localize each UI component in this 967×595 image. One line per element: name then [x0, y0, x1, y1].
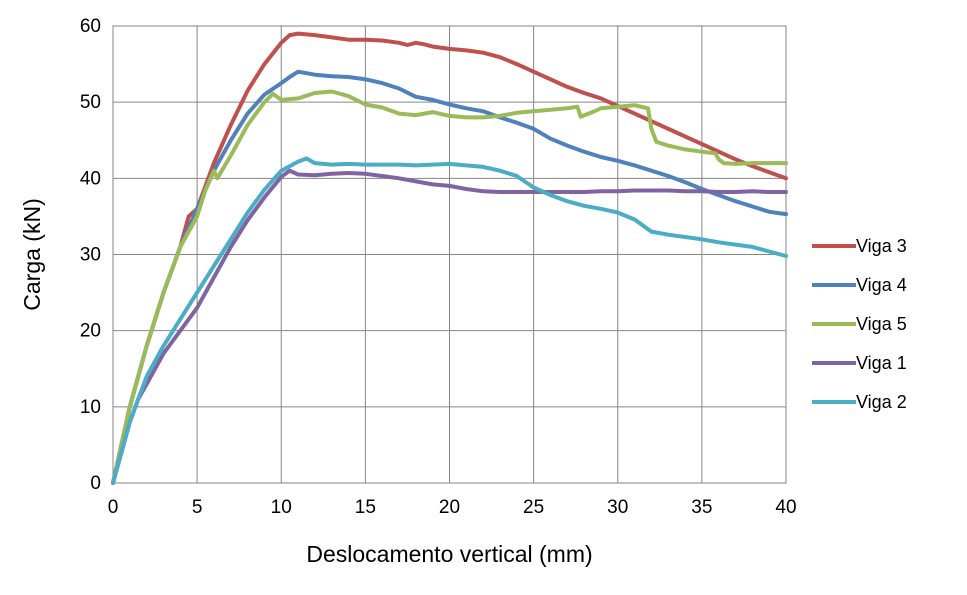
- x-tick-label: 35: [691, 497, 712, 518]
- legend-label-viga-2: Viga 2: [856, 392, 907, 412]
- x-tick-label: 40: [775, 497, 796, 518]
- y-tick-label: 40: [80, 168, 101, 189]
- series-line-viga-2: [111, 156, 788, 485]
- legend-label-viga-4: Viga 4: [856, 275, 907, 295]
- x-tick-label: 30: [607, 497, 628, 518]
- x-tick-label: 20: [439, 497, 460, 518]
- series-line-viga-5: [111, 89, 788, 485]
- y-tick-label: 20: [80, 321, 101, 342]
- y-tick-label: 50: [80, 92, 101, 113]
- y-tick-label: 0: [90, 473, 101, 494]
- series-lines: [111, 31, 788, 485]
- x-tick-label: 10: [271, 497, 292, 518]
- y-axis-title: Carga (kN): [19, 198, 45, 310]
- x-tick-label: 25: [523, 497, 544, 518]
- legend-label-viga-3: Viga 3: [856, 236, 907, 256]
- series-line-viga-1: [111, 168, 788, 485]
- y-tick-label: 30: [80, 245, 101, 266]
- legend-label-viga-1: Viga 1: [856, 353, 907, 373]
- y-axis-ticks: 0 10 20 30 40 50 60: [80, 16, 101, 494]
- legend: Viga 3 Viga 4 Viga 5 Viga 1 Viga 2: [812, 236, 907, 412]
- x-axis-title: Deslocamento vertical (mm): [306, 541, 592, 567]
- x-tick-label: 0: [108, 497, 119, 518]
- y-tick-label: 60: [80, 16, 101, 37]
- series-line-viga-3: [111, 31, 788, 485]
- x-tick-label: 5: [192, 497, 203, 518]
- x-tick-label: 15: [355, 497, 376, 518]
- x-axis-ticks: 0 5 10 15 20 25 30 35 40: [108, 497, 797, 518]
- y-tick-label: 10: [80, 397, 101, 418]
- legend-label-viga-5: Viga 5: [856, 314, 907, 334]
- series-line-viga-4: [111, 69, 788, 485]
